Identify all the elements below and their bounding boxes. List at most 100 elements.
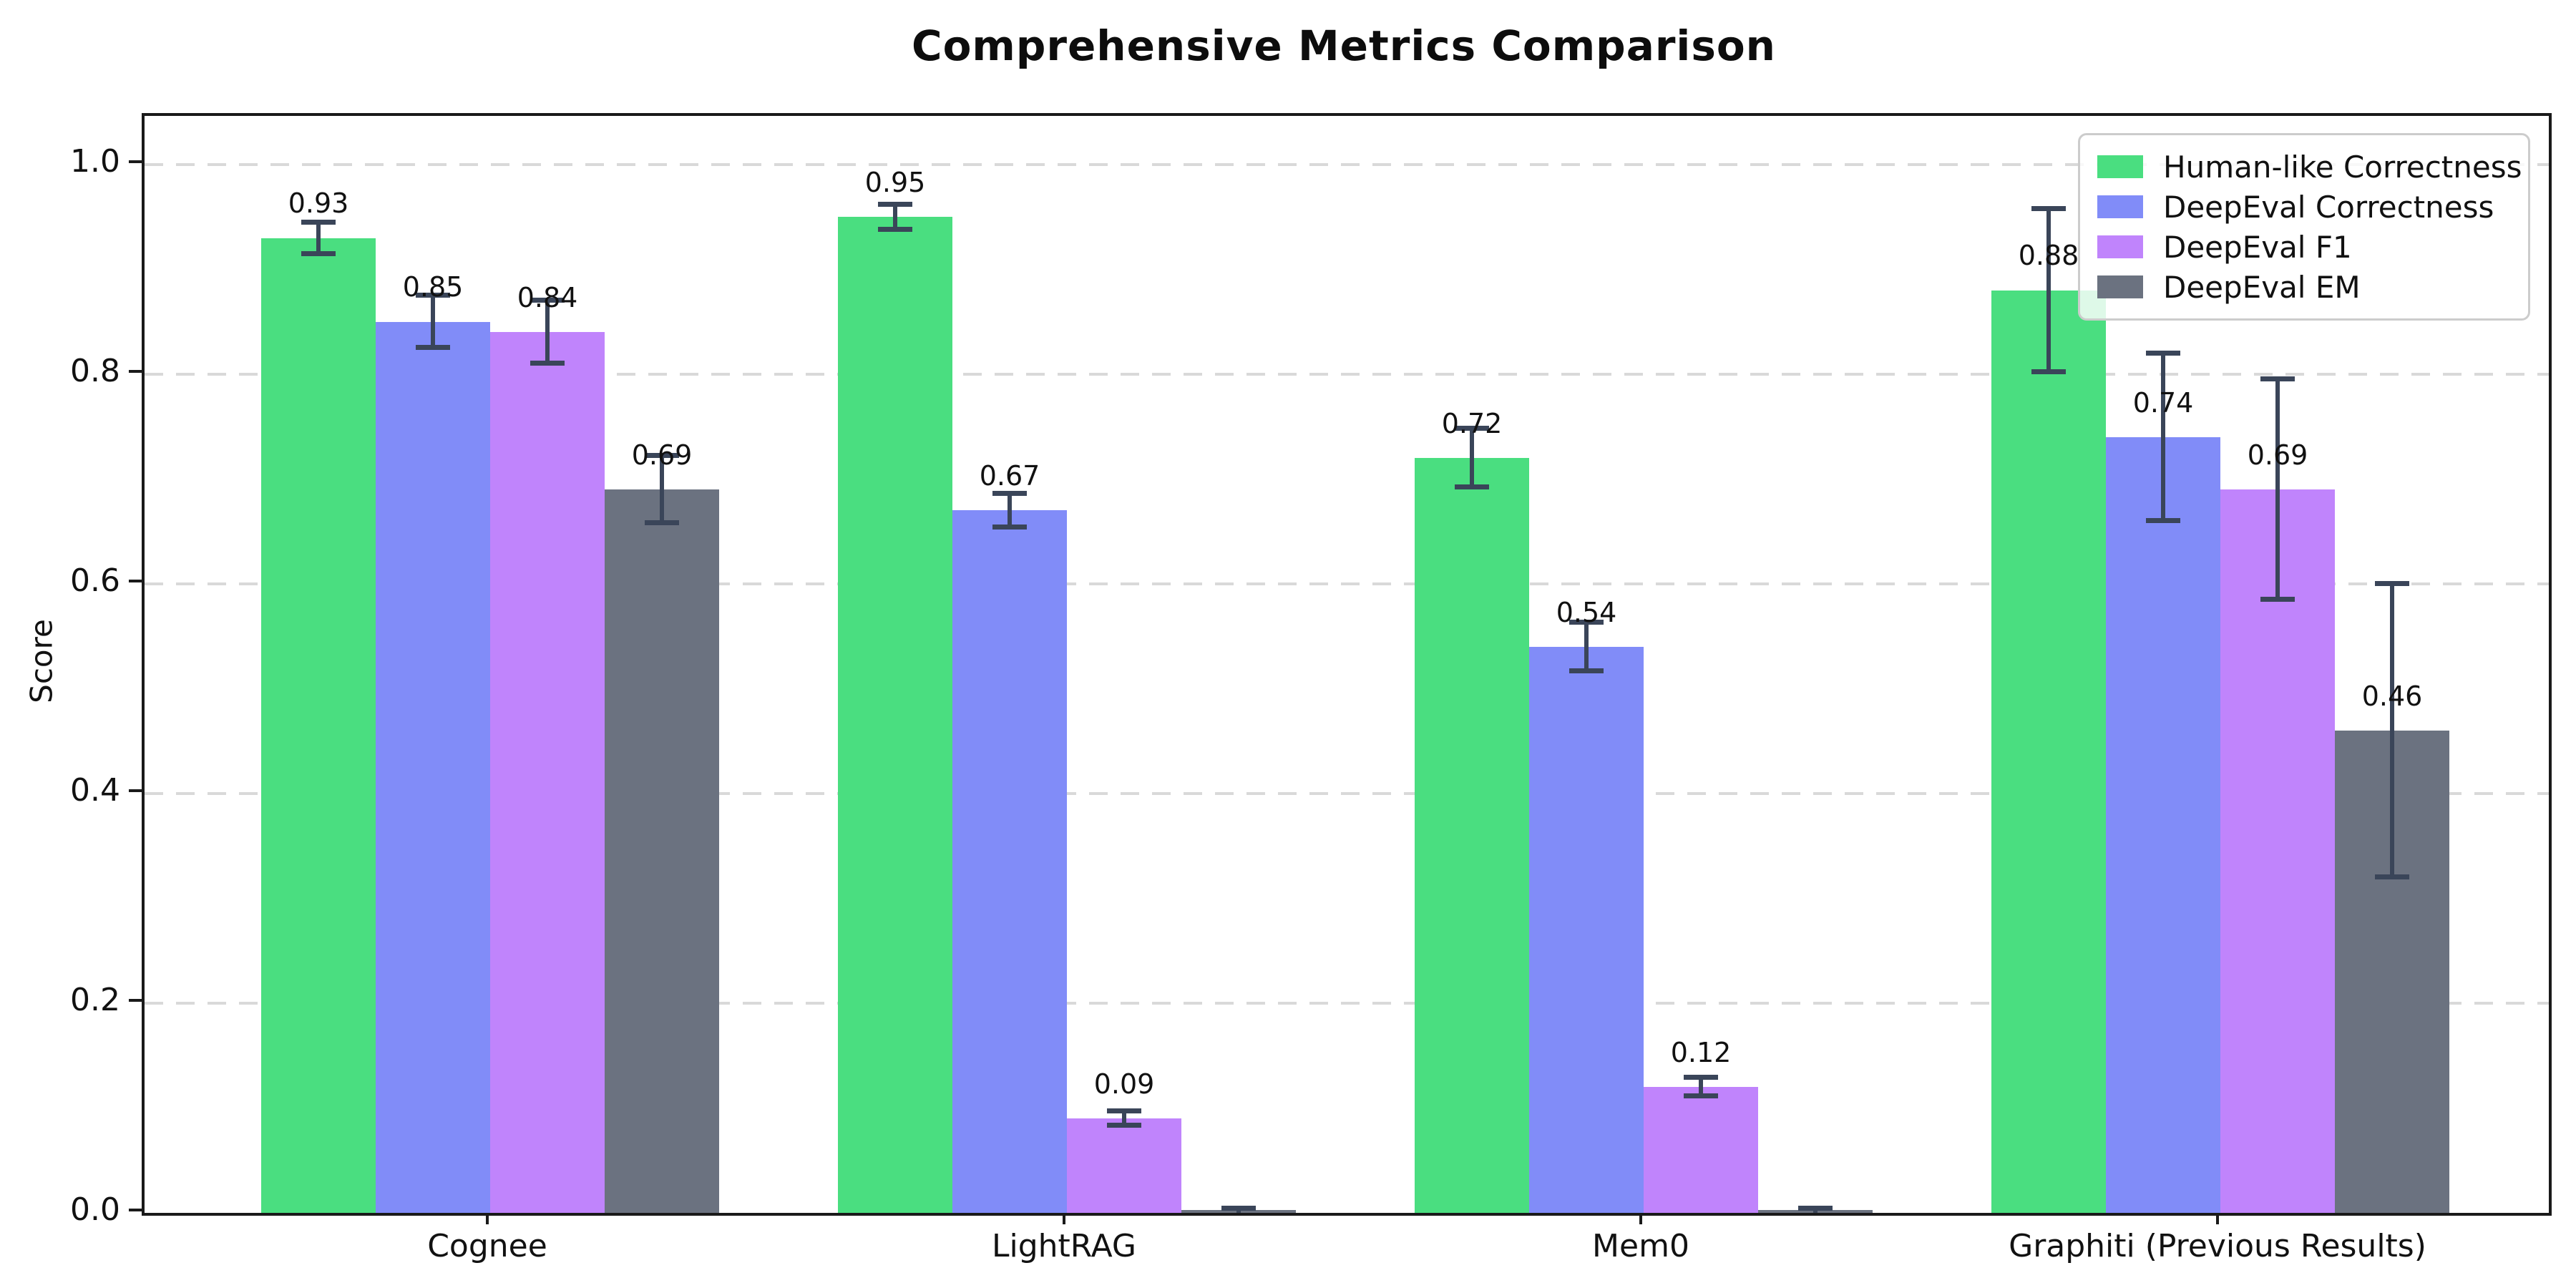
error-bar-cap xyxy=(992,524,1027,530)
bar-human-like-correctness-0 xyxy=(261,238,376,1213)
gridline xyxy=(145,792,2549,795)
bar-value-label: 0.09 xyxy=(1093,1068,1155,1100)
bar-value-label: 0.46 xyxy=(2361,680,2423,712)
legend-label: DeepEval EM xyxy=(2163,269,2361,305)
error-bar-cap xyxy=(1455,484,1489,490)
error-bar-cap xyxy=(530,361,565,366)
gridline xyxy=(145,582,2549,585)
error-bar xyxy=(545,301,550,364)
y-tick-label: 1.0 xyxy=(70,143,120,180)
y-tick-mark xyxy=(129,160,142,163)
error-bar-cap xyxy=(416,293,450,298)
error-bar-cap xyxy=(2260,376,2295,382)
error-bar xyxy=(1008,494,1012,527)
x-axis-category-label: Mem0 xyxy=(1592,1228,1689,1264)
error-bar-cap xyxy=(1569,668,1604,673)
y-tick-mark xyxy=(129,370,142,373)
error-bar-cap xyxy=(1684,1075,1718,1080)
x-tick-mark xyxy=(486,1213,489,1224)
error-bar-cap xyxy=(2031,369,2066,375)
error-bar xyxy=(431,296,435,348)
error-bar-cap xyxy=(2375,581,2409,586)
y-tick-label: 0.2 xyxy=(70,982,120,1018)
error-bar xyxy=(1122,1111,1126,1126)
legend-swatch-icon xyxy=(2097,275,2143,298)
error-bar xyxy=(660,456,664,524)
error-bar-cap xyxy=(878,226,912,232)
legend-item: DeepEval F1 xyxy=(2097,227,2511,267)
error-bar xyxy=(1699,1078,1703,1097)
bar-deepeval-f1-3 xyxy=(2220,489,2335,1213)
error-bar xyxy=(1470,429,1474,488)
legend: Human-like Correctness DeepEval Correctn… xyxy=(2078,133,2530,321)
x-axis-category-label: LightRAG xyxy=(991,1228,1137,1264)
bar-value-label: 0.69 xyxy=(2247,439,2308,471)
bar-deepeval-correctness-0 xyxy=(376,321,490,1213)
bar-human-like-correctness-1 xyxy=(838,217,952,1213)
error-bar-cap xyxy=(1107,1108,1141,1113)
chart-title: Comprehensive Metrics Comparison xyxy=(912,21,1776,70)
x-tick-mark xyxy=(2216,1213,2219,1224)
error-bar-cap xyxy=(645,520,679,526)
y-tick-label: 0.4 xyxy=(70,772,120,809)
error-bar-cap xyxy=(2031,205,2066,211)
bar-deepeval-correctness-3 xyxy=(2106,436,2220,1213)
bar-value-label: 0.95 xyxy=(864,166,926,198)
y-tick-mark xyxy=(129,789,142,792)
x-tick-mark xyxy=(1063,1213,1065,1224)
bar-value-label: 0.84 xyxy=(517,282,578,314)
error-bar-cap xyxy=(1798,1206,1833,1211)
legend-swatch-icon xyxy=(2097,155,2143,178)
error-bar xyxy=(1584,623,1589,671)
error-bar-cap xyxy=(2375,874,2409,880)
x-tick-mark xyxy=(1639,1213,1642,1224)
error-bar-cap xyxy=(992,491,1027,497)
error-bar-cap xyxy=(878,201,912,207)
y-tick-mark xyxy=(129,1209,142,1211)
error-bar-cap xyxy=(301,219,336,225)
error-bar xyxy=(2161,353,2165,522)
bar-deepeval-f1-0 xyxy=(490,332,605,1213)
bar-deepeval-correctness-1 xyxy=(952,510,1067,1213)
y-axis-label: Score xyxy=(24,619,59,703)
legend-swatch-icon xyxy=(2097,235,2143,258)
y-tick-mark xyxy=(129,999,142,1002)
y-tick-label: 0.6 xyxy=(70,562,120,599)
error-bar-cap xyxy=(1221,1214,1256,1216)
bar-value-label: 0.72 xyxy=(1441,407,1503,439)
error-bar-cap xyxy=(2260,596,2295,602)
gridline xyxy=(145,1002,2549,1005)
gridline xyxy=(145,163,2549,166)
bar-value-label: 0.54 xyxy=(1556,596,1617,628)
bar-human-like-correctness-2 xyxy=(1415,458,1529,1213)
error-bar-cap xyxy=(2146,518,2180,524)
bar-deepeval-em-0 xyxy=(605,489,719,1213)
error-bar-cap xyxy=(2146,350,2180,356)
error-bar-cap xyxy=(1107,1123,1141,1128)
bar-deepeval-correctness-2 xyxy=(1529,646,1644,1213)
legend-label: DeepEval F1 xyxy=(2163,229,2352,265)
y-tick-mark xyxy=(129,580,142,582)
legend-item: Human-like Correctness xyxy=(2097,147,2522,187)
error-bar-cap xyxy=(1569,620,1604,625)
error-bar xyxy=(2390,584,2394,878)
legend-label: DeepEval Correctness xyxy=(2163,189,2494,225)
error-bar-cap xyxy=(416,345,450,351)
y-tick-label: 0.8 xyxy=(70,353,120,389)
error-bar-cap xyxy=(1221,1206,1256,1211)
bar-deepeval-f1-2 xyxy=(1644,1087,1758,1213)
legend-item: DeepEval EM xyxy=(2097,267,2511,307)
bar-value-label: 0.69 xyxy=(631,439,693,471)
bar-value-label: 0.93 xyxy=(288,187,349,220)
error-bar xyxy=(2275,379,2280,600)
gridline xyxy=(145,373,2549,376)
error-bar-cap xyxy=(301,250,336,256)
error-bar-cap xyxy=(1798,1214,1833,1216)
bar-value-label: 0.88 xyxy=(2018,240,2079,272)
error-bar-cap xyxy=(645,453,679,459)
bar-value-label: 0.12 xyxy=(1670,1036,1732,1068)
error-bar xyxy=(893,204,897,230)
bar-human-like-correctness-3 xyxy=(1991,290,2106,1213)
error-bar xyxy=(316,222,321,254)
